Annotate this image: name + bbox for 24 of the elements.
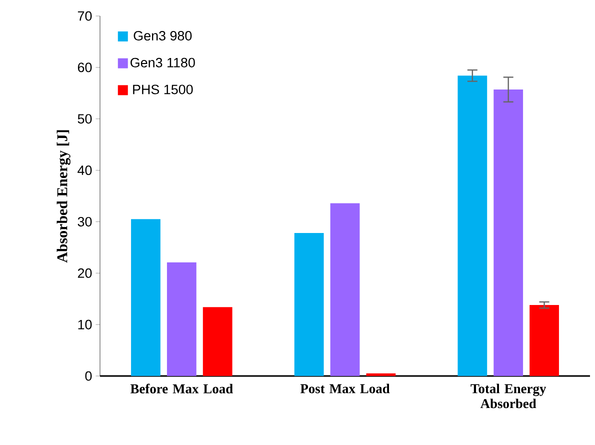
bar	[330, 203, 360, 376]
x-tick-label: Total Energy Absorbed	[470, 384, 546, 408]
y-tick-label: 70	[78, 11, 92, 21]
y-tick-label: 60	[78, 62, 92, 72]
y-tick-label: 10	[78, 320, 92, 330]
y-tick-label: 20	[78, 268, 92, 278]
legend-label: Gen3 1180	[130, 58, 195, 68]
y-tick-label: 50	[78, 114, 92, 124]
bar	[294, 233, 324, 376]
x-tick-label: Post Max Load	[300, 384, 390, 394]
bar	[366, 373, 396, 376]
y-tick-label: 30	[78, 216, 92, 226]
bar	[530, 305, 559, 376]
bar	[458, 76, 488, 376]
y-tick-label: 0	[85, 371, 92, 381]
bar	[131, 219, 160, 376]
bar	[166, 262, 196, 376]
bar	[494, 90, 524, 376]
bar	[202, 307, 232, 376]
x-tick-label: Before Max Load	[130, 384, 233, 394]
legend-label: PHS 1500	[133, 84, 193, 94]
y-axis-title: Absorbed Energy [J]	[56, 130, 70, 263]
y-tick-label: 40	[78, 166, 92, 176]
legend-label: Gen3 980	[134, 30, 192, 40]
